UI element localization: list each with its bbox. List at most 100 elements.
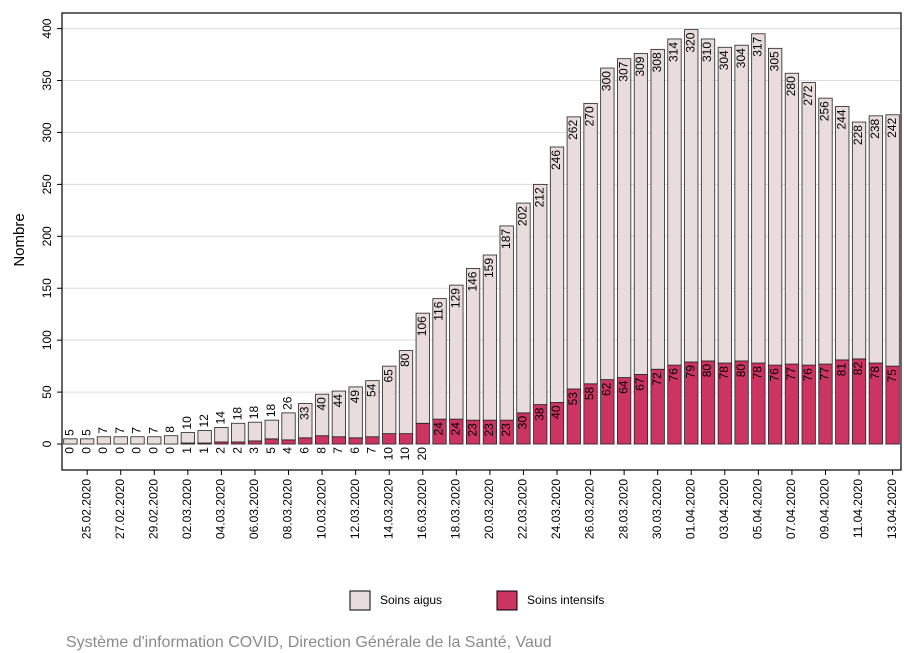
value-label: 270: [583, 106, 597, 126]
value-label: 308: [650, 52, 664, 72]
bar: [331, 436, 346, 445]
value-label: 14: [214, 411, 228, 425]
bar: [398, 350, 414, 435]
value-label: 262: [566, 120, 580, 140]
bar: [667, 38, 682, 366]
value-label: 80: [734, 364, 748, 378]
value-label: 49: [348, 390, 362, 404]
bar: [818, 97, 833, 365]
bar: [214, 427, 229, 443]
x-tick-label: 04.03.2020: [214, 479, 228, 539]
value-label: 64: [616, 380, 630, 394]
x-tick-label: 06.03.2020: [247, 479, 261, 539]
bar: [365, 436, 380, 445]
value-label: 159: [482, 258, 496, 278]
value-label: 0: [96, 447, 110, 454]
y-tick-label: 250: [40, 174, 54, 194]
value-label: 40: [549, 405, 563, 419]
value-label: 7: [365, 447, 379, 454]
bar: [365, 380, 380, 438]
value-label: 24: [432, 422, 446, 436]
value-label: 80: [700, 364, 714, 378]
y-tick-label: 150: [40, 278, 54, 298]
x-tick-label: 30.03.2020: [650, 479, 664, 539]
value-label: 304: [717, 50, 731, 70]
bar: [247, 421, 263, 442]
plot-frame: [61, 12, 902, 471]
value-label: 187: [499, 229, 513, 249]
y-axis-label: Nombre: [11, 213, 28, 266]
value-label: 5: [63, 429, 77, 436]
x-tick-label: 07.04.2020: [784, 479, 798, 539]
value-label: 53: [566, 392, 580, 406]
value-label: 38: [532, 407, 546, 421]
value-label: 6: [348, 447, 362, 454]
bar: [868, 115, 883, 364]
legend-swatch: [496, 590, 518, 611]
value-label: 18: [247, 406, 261, 420]
bar: [449, 284, 464, 420]
bar: [432, 298, 447, 420]
value-label: 54: [365, 383, 379, 397]
value-label: 78: [717, 366, 731, 380]
value-label: 76: [667, 368, 681, 382]
value-label: 146: [465, 271, 479, 291]
x-tick-label: 16.03.2020: [415, 479, 429, 539]
x-tick-label: 22.03.2020: [516, 479, 530, 539]
y-tick-label: 350: [40, 70, 54, 90]
value-label: 78: [868, 366, 882, 380]
bar: [314, 435, 330, 445]
x-tick-label: 11.04.2020: [851, 479, 865, 538]
value-label: 20: [415, 447, 429, 461]
value-label: 80: [398, 353, 412, 367]
legend-swatch: [349, 590, 371, 611]
bar: [633, 53, 649, 375]
bar: [516, 202, 531, 414]
value-label: 1: [180, 447, 194, 454]
bar: [281, 412, 296, 441]
bar: [398, 433, 414, 445]
x-tick-label: 12.03.2020: [348, 479, 362, 539]
bar: [717, 46, 732, 364]
y-tick-label: 300: [40, 122, 54, 142]
bar: [583, 102, 598, 385]
value-label: 314: [667, 42, 681, 62]
bar: [751, 33, 766, 364]
value-label: 310: [700, 42, 714, 62]
value-label: 6: [297, 447, 311, 454]
x-tick-label: 08.03.2020: [281, 479, 295, 539]
bar: [482, 254, 498, 421]
bar: [415, 312, 430, 424]
bar: [382, 433, 397, 445]
value-label: 238: [868, 119, 882, 139]
value-label: 77: [784, 367, 798, 381]
value-label: 106: [415, 316, 429, 336]
value-label: 242: [885, 117, 899, 137]
value-label: 10: [180, 416, 194, 430]
bar: [113, 436, 128, 445]
bar: [264, 438, 279, 445]
value-label: 40: [314, 397, 328, 411]
x-tick-label: 13.04.2020: [885, 479, 899, 539]
bar: [348, 386, 363, 439]
value-label: 256: [818, 101, 832, 121]
value-label: 26: [281, 396, 295, 410]
legend-label: Soins aigus: [380, 593, 442, 607]
value-label: 65: [381, 369, 395, 383]
value-label: 0: [63, 447, 77, 454]
value-label: 30: [516, 416, 530, 430]
value-label: 0: [130, 447, 144, 454]
bar: [63, 438, 78, 445]
value-label: 67: [633, 377, 647, 391]
value-label: 33: [297, 406, 311, 420]
x-tick-label: 29.02.2020: [146, 479, 160, 539]
bar: [163, 435, 179, 445]
value-label: 77: [818, 367, 832, 381]
bar: [415, 422, 430, 445]
bar: [499, 225, 514, 421]
value-label: 23: [465, 423, 479, 437]
value-label: 78: [751, 366, 765, 380]
x-tick-label: 25.02.2020: [79, 479, 93, 539]
bar: [600, 67, 615, 381]
